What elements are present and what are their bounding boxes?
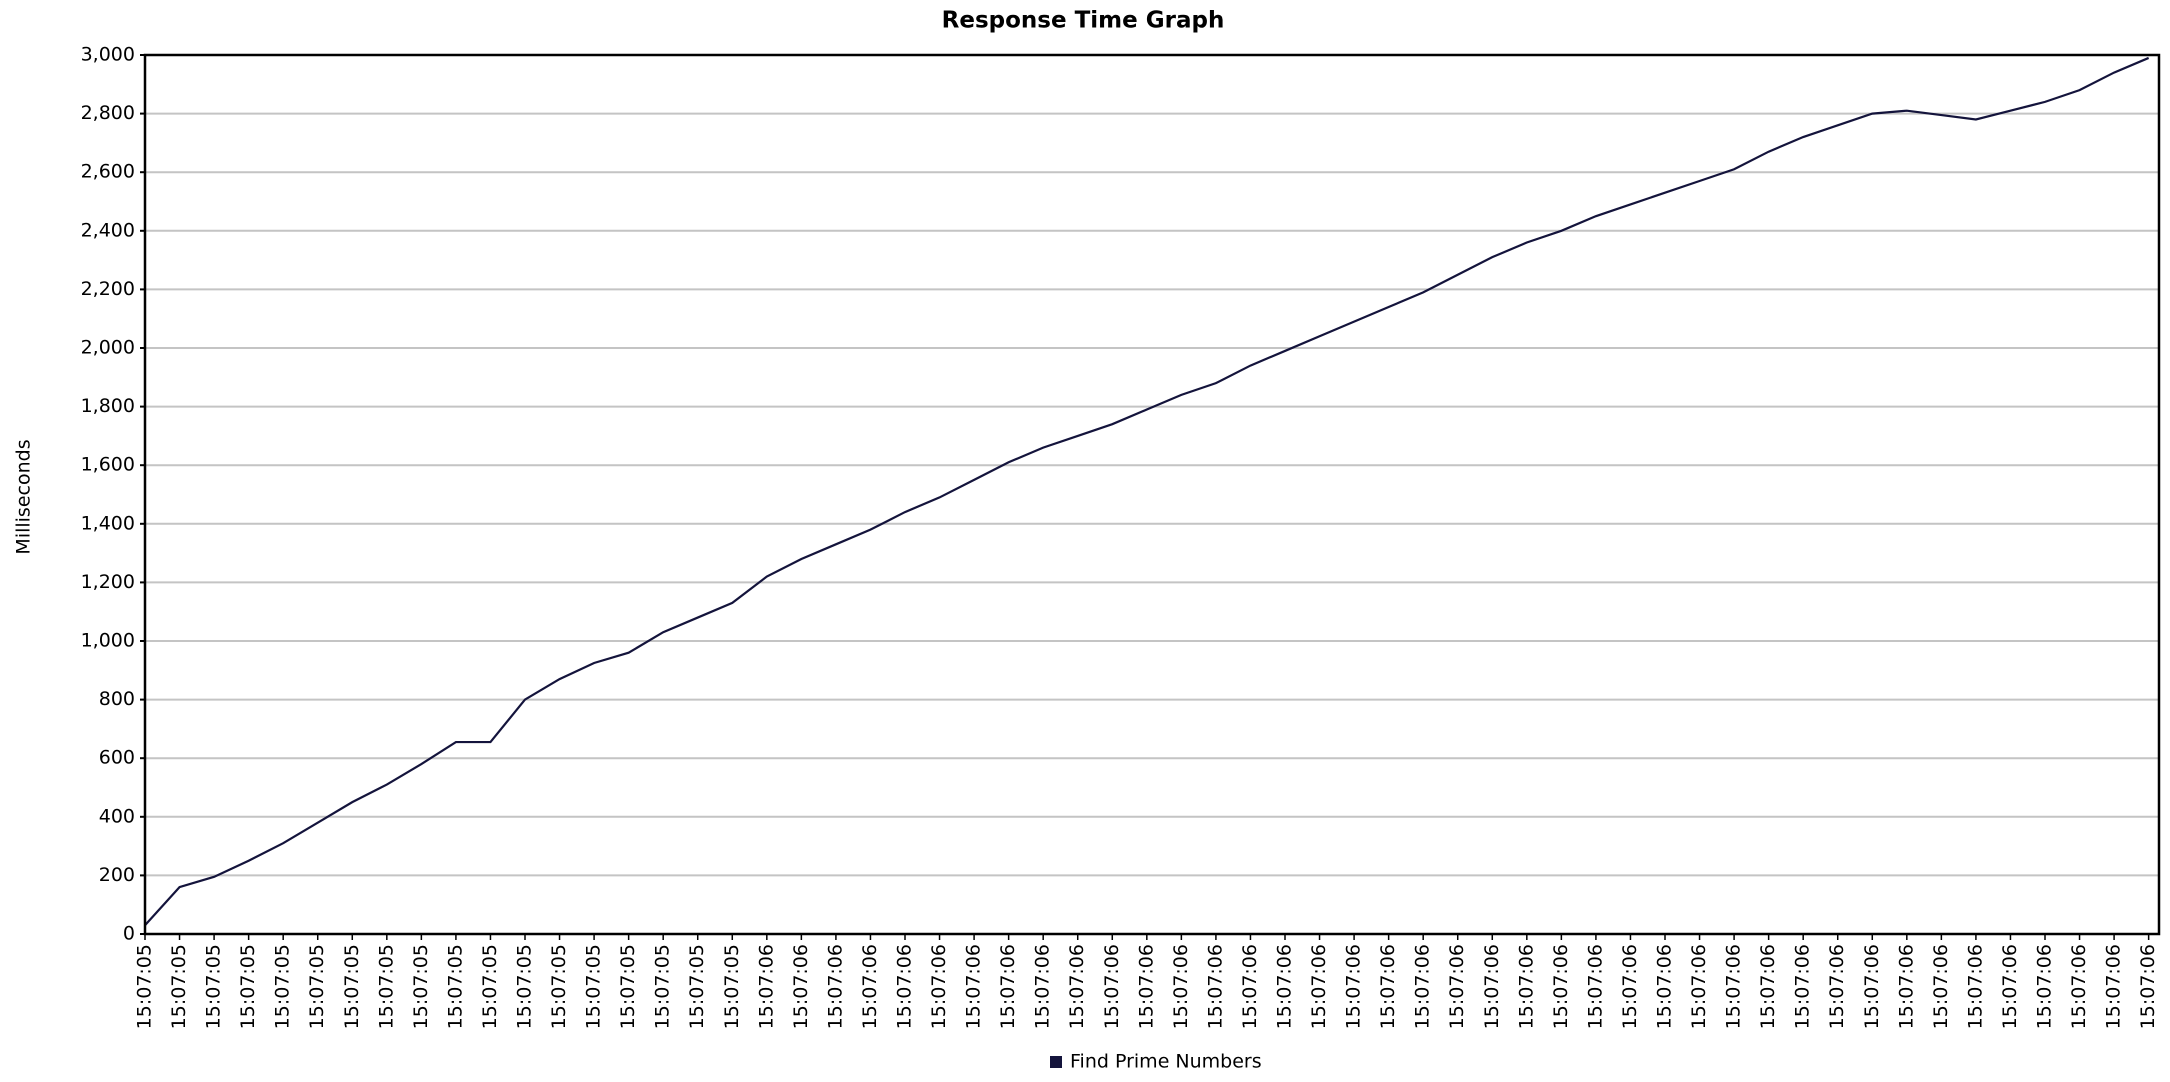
x-tick-label: 15:07:06 (1032, 944, 1054, 1029)
x-tick-label: 15:07:05 (548, 944, 570, 1029)
y-tick-label: 2,000 (81, 337, 135, 359)
x-tick-label: 15:07:06 (1481, 944, 1503, 1029)
x-tick-label: 15:07:05 (168, 944, 190, 1029)
x-tick-label: 15:07:06 (1584, 944, 1606, 1029)
x-tick-label: 15:07:06 (1826, 944, 1848, 1029)
x-tick-label: 15:07:06 (1654, 944, 1676, 1029)
y-tick-label: 1,400 (81, 512, 135, 534)
y-tick-label: 200 (99, 864, 135, 886)
x-tick-label: 15:07:06 (1619, 944, 1641, 1029)
legend-swatch (1050, 1056, 1062, 1068)
y-tick-label: 400 (99, 805, 135, 827)
data-line (144, 56, 2150, 926)
x-tick-label: 15:07:06 (755, 944, 777, 1029)
y-tick-label: 2,200 (81, 278, 135, 300)
x-tick-label: 15:07:06 (1895, 944, 1917, 1029)
x-tick-label: 15:07:05 (686, 944, 708, 1029)
x-tick-label: 15:07:06 (2103, 944, 2125, 1029)
x-tick-label: 15:07:05 (306, 944, 328, 1029)
x-tick-label: 15:07:06 (1515, 944, 1537, 1029)
x-tick-label: 15:07:06 (1377, 944, 1399, 1029)
chart-title: Response Time Graph (942, 8, 1225, 34)
x-tick-label: 15:07:06 (1412, 944, 1434, 1029)
x-tick-label: 15:07:05 (652, 944, 674, 1029)
x-tick-label: 15:07:05 (721, 944, 743, 1029)
x-tick-label: 15:07:06 (1757, 944, 1779, 1029)
x-tick-label: 15:07:05 (272, 944, 294, 1029)
y-tick-label: 0 (123, 923, 135, 945)
y-tick-label: 1,200 (81, 571, 135, 593)
x-tick-label: 15:07:06 (1066, 944, 1088, 1029)
x-tick-label: 15:07:06 (859, 944, 881, 1029)
x-tick-label: 15:07:06 (1446, 944, 1468, 1029)
x-tick-label: 15:07:06 (1964, 944, 1986, 1029)
x-tick-label: 15:07:06 (1930, 944, 1952, 1029)
x-tick-label: 15:07:05 (617, 944, 639, 1029)
y-tick-label: 1,000 (81, 630, 135, 652)
x-tick-label: 15:07:05 (375, 944, 397, 1029)
y-tick-label: 2,400 (81, 219, 135, 241)
x-tick-label: 15:07:06 (1688, 944, 1710, 1029)
x-tick-label: 15:07:06 (997, 944, 1019, 1029)
y-tick-label: 2,600 (81, 161, 135, 183)
x-tick-label: 15:07:05 (514, 944, 536, 1029)
x-tick-label: 15:07:06 (1343, 944, 1365, 1029)
y-tick-label: 3,000 (81, 44, 135, 66)
x-tick-label: 15:07:06 (1170, 944, 1192, 1029)
y-axis-label: Milliseconds (13, 439, 35, 554)
x-tick-label: 15:07:06 (1999, 944, 2021, 1029)
y-tick-label: 800 (99, 688, 135, 710)
x-tick-label: 15:07:06 (824, 944, 846, 1029)
x-tick-label: 15:07:06 (2137, 944, 2159, 1029)
x-tick-label: 15:07:06 (1723, 944, 1745, 1029)
x-tick-label: 15:07:05 (444, 944, 466, 1029)
plot-frame (143, 53, 2161, 936)
x-tick-label: 15:07:05 (410, 944, 432, 1029)
x-tick-label: 15:07:06 (1792, 944, 1814, 1029)
x-tick-label: 15:07:06 (1550, 944, 1572, 1029)
legend-label: Find Prime Numbers (1070, 1051, 1262, 1073)
x-tick-label: 15:07:06 (963, 944, 985, 1029)
x-tick-label: 15:07:06 (1101, 944, 1123, 1029)
x-tick-label: 15:07:06 (894, 944, 916, 1029)
x-tick-label: 15:07:05 (237, 944, 259, 1029)
x-tick-label: 15:07:05 (479, 944, 501, 1029)
x-tick-label: 15:07:06 (1239, 944, 1261, 1029)
y-tick-label: 1,600 (81, 454, 135, 476)
x-tick-label: 15:07:05 (583, 944, 605, 1029)
x-tick-label: 15:07:06 (2068, 944, 2090, 1029)
x-tick-label: 15:07:05 (341, 944, 363, 1029)
y-tick-label: 2,800 (81, 102, 135, 124)
x-tick-label: 15:07:06 (1135, 944, 1157, 1029)
x-tick-label: 15:07:06 (790, 944, 812, 1029)
x-tick-label: 15:07:06 (928, 944, 950, 1029)
x-tick-label: 15:07:06 (1308, 944, 1330, 1029)
x-tick-label: 15:07:05 (134, 944, 156, 1029)
x-tick-label: 15:07:06 (1861, 944, 1883, 1029)
y-tick-label: 1,800 (81, 395, 135, 417)
x-tick-label: 15:07:05 (203, 944, 225, 1029)
x-tick-label: 15:07:06 (1204, 944, 1226, 1029)
x-tick-label: 15:07:06 (2034, 944, 2056, 1029)
y-tick-label: 600 (99, 747, 135, 769)
x-tick-label: 15:07:06 (1274, 944, 1296, 1029)
